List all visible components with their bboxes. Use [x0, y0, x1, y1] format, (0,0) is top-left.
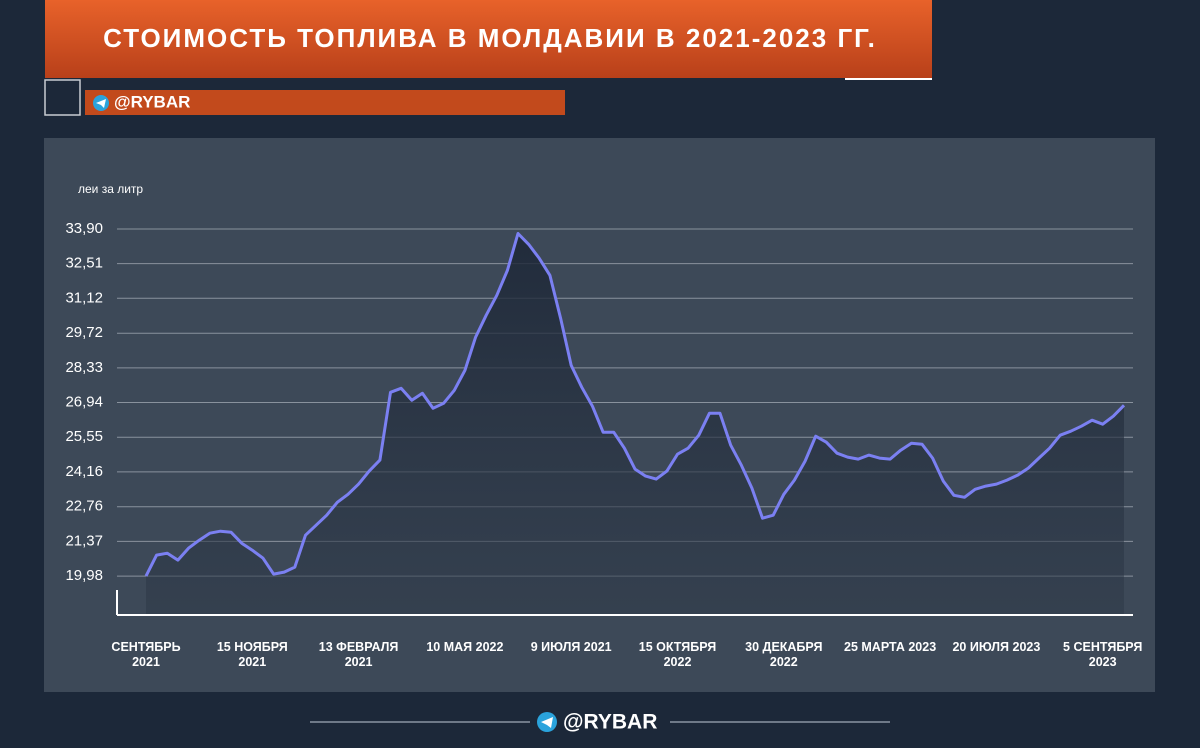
line — [144, 232, 1126, 577]
x-tick-label: 15 НОЯБРЯ 2021 — [216, 640, 288, 669]
y-tick-label: 31,12 — [65, 289, 103, 306]
x-tick-label: 13 ФЕВРАЛЯ 2021 — [318, 640, 399, 669]
y-tick-label: 26,94 — [65, 393, 103, 410]
brand: @RYBAR — [563, 711, 657, 734]
x-tick-label: 10 МАЯ 2022 — [426, 640, 504, 654]
x-tick-label: 5 СЕНТЯБРЯ 2023 — [1063, 640, 1143, 669]
x-tick-label: 20 ИЮЛЯ 2023 — [952, 640, 1041, 654]
area — [146, 233, 1124, 615]
title-banner — [45, 0, 932, 78]
telegram-plane — [96, 99, 106, 108]
y-tick-label: 25,55 — [65, 428, 103, 445]
y-tick-label: 33,90 — [65, 220, 103, 237]
y-tick-label: 21,37 — [65, 532, 103, 549]
y-tick-label: 32,51 — [65, 255, 103, 272]
chart-title: СТОИМОСТЬ ТОПЛИВА В МОЛДАВИИ В 2021-2023… — [103, 23, 877, 53]
y-tick-label: 24,16 — [65, 463, 103, 480]
y-tick-label: 28,33 — [65, 359, 103, 376]
telegram-plane — [541, 717, 553, 728]
x-tick-label: 15 ОКТЯБРЯ 2022 — [638, 640, 717, 669]
decor-square — [44, 79, 81, 116]
brand: @RYBAR — [114, 92, 190, 111]
y-tick-label: 29,72 — [65, 324, 103, 341]
plot: 19,98 21,37 22,76 24,16 25,55 26,94 28,33 29,72… — [65, 220, 1133, 616]
y-axis-label: леи за литр — [78, 182, 143, 196]
x-tick-label: 25 МАРТА 2023 — [844, 640, 937, 654]
x-tick-label: 30 ДЕКАБРЯ 2022 — [745, 640, 823, 669]
x-tick-label: 9 ИЮЛЯ 2021 — [530, 640, 612, 654]
y-tick-label: 19,98 — [65, 567, 103, 584]
y-tick-label: 22,76 — [65, 498, 103, 515]
brand-bar — [85, 90, 565, 115]
x-tick-label: СЕНТЯБРЬ 2021 — [111, 640, 181, 669]
